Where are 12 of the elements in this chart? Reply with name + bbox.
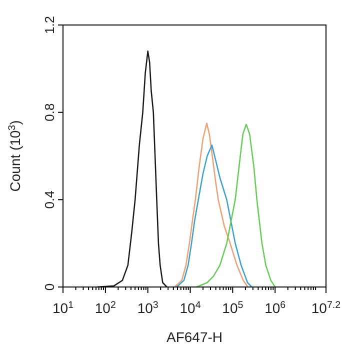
x-tick-label: 10$^{7.2}$ bbox=[311, 300, 341, 316]
x-tick-label: 10$^{2}$ bbox=[94, 300, 116, 316]
y-tick-label: 1.2 bbox=[42, 16, 57, 34]
x-tick-label: 10$^{4}$ bbox=[180, 300, 202, 316]
x-tick-label: 10$^{6}$ bbox=[264, 300, 286, 316]
x-tick-label: 10$^{5}$ bbox=[222, 300, 244, 316]
x-tick-label: 10$^{1}$ bbox=[52, 300, 74, 316]
x-axis-title: AF647-H bbox=[166, 329, 223, 345]
y-tick-label: 0.4 bbox=[42, 190, 57, 209]
y-tick-label: 0 bbox=[42, 283, 57, 291]
x-tick-label: 10$^{3}$ bbox=[137, 300, 159, 316]
y-tick-label: 0.8 bbox=[42, 103, 57, 122]
